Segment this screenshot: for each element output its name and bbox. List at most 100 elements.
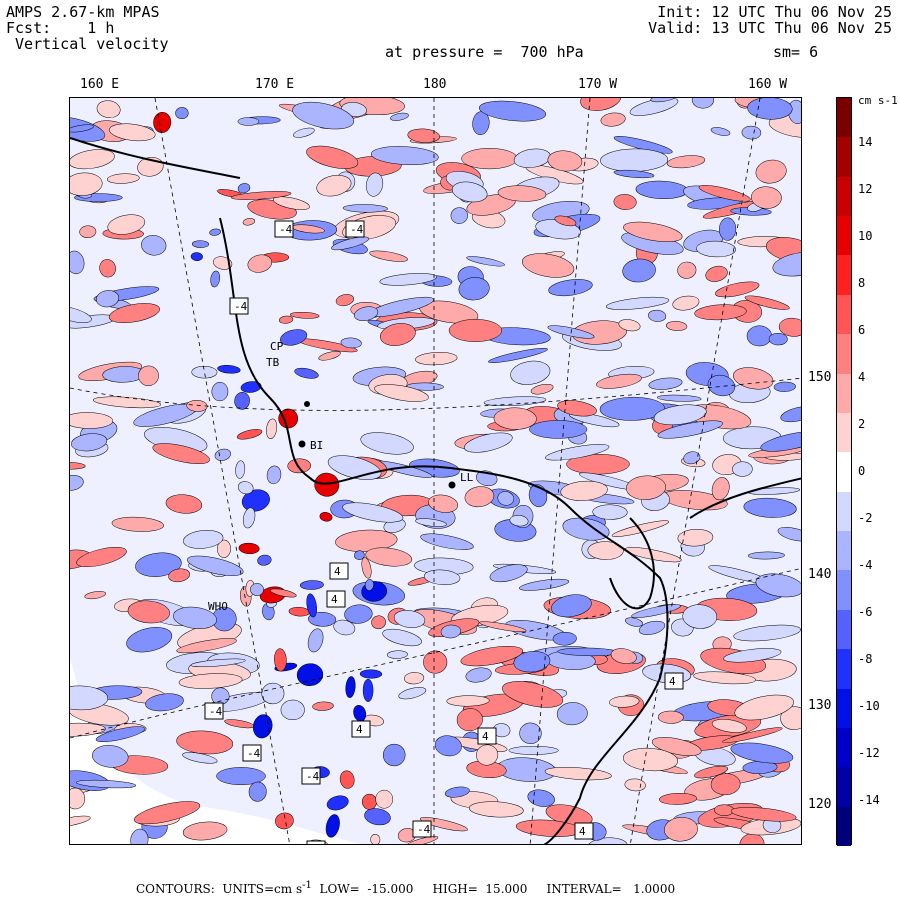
contour-label-text: 4 (356, 723, 363, 736)
velocity-field (70, 98, 801, 844)
velocity-contour (458, 277, 490, 301)
velocity-contour (508, 745, 559, 755)
velocity-contour (393, 610, 426, 628)
coastline (70, 137, 801, 844)
velocity-contour (379, 273, 437, 286)
velocity-contour (730, 807, 797, 822)
coast-inlet (609, 517, 655, 610)
velocity-contour (359, 669, 383, 679)
velocity-contour (95, 726, 146, 743)
contour-label-text: -4 (234, 300, 248, 313)
colorbar-tick-label: -6 (858, 605, 873, 620)
colorbar-tick-label: 2 (858, 416, 866, 431)
velocity-contour (235, 460, 246, 479)
velocity-contour (554, 215, 577, 227)
colorbar-tick-label: -8 (858, 652, 873, 667)
velocity-contour (70, 685, 109, 711)
contour-label-box (345, 220, 365, 238)
velocity-contour (76, 546, 127, 568)
velocity-contour (592, 504, 628, 520)
velocity-contour (556, 702, 588, 726)
velocity-contour (280, 699, 305, 721)
velocity-contour (651, 737, 702, 756)
velocity-contour (240, 381, 262, 393)
velocity-contour (415, 352, 458, 366)
velocity-contour (528, 484, 548, 508)
meridian-160w (629, 98, 761, 844)
velocity-contour (587, 837, 628, 844)
velocity-contour (502, 681, 564, 708)
velocity-contour (111, 516, 164, 532)
velocity-contour (719, 217, 737, 241)
velocity-contour (747, 551, 785, 560)
contour-label-text: -4 (279, 223, 293, 236)
velocity-contour (289, 311, 320, 319)
velocity-contour (398, 687, 427, 700)
velocity-contour (682, 604, 718, 629)
velocity-contour (371, 615, 386, 630)
vertical-velocity-map[interactable]: CP TB BI LL WHO -4 -4 -4 -4 -4 4 4 4 4 4 4 -4 -4 -4 (69, 97, 802, 845)
velocity-contour (600, 112, 626, 127)
velocity-contour (420, 533, 474, 550)
velocity-contour (510, 360, 551, 385)
velocity-contour (625, 617, 643, 627)
velocity-contour (596, 373, 642, 389)
contour-label-text: 4 (331, 593, 338, 606)
velocity-contour (187, 555, 244, 576)
smoothing-value: sm= 6 (773, 43, 819, 61)
meridian-170w (529, 98, 591, 844)
velocity-contour (374, 384, 429, 402)
velocity-contour (134, 801, 201, 825)
contour-label-text: -4 (417, 823, 431, 836)
colorbar-segment (837, 491, 851, 532)
velocity-contour (326, 795, 349, 811)
velocity-contour (710, 127, 731, 136)
velocity-contour (746, 325, 772, 347)
colorbar-segment (837, 531, 851, 571)
velocity-contour (312, 701, 334, 711)
velocity-contour (710, 773, 741, 796)
velocity-contour (231, 191, 292, 200)
velocity-contour (345, 676, 356, 698)
velocity-contour (446, 695, 490, 707)
velocity-contour (70, 462, 86, 470)
header-right: Init: 12 UTC Thu 06 Nov 25 Valid: 13 UTC… (648, 4, 892, 36)
velocity-contour (361, 557, 372, 579)
velocity-contour (70, 124, 94, 133)
velocity-contour (755, 573, 801, 598)
colorbar-tick-label: 6 (858, 322, 866, 337)
contour-label-text: 4 (669, 675, 676, 688)
velocity-contour (316, 175, 352, 197)
velocity-contour (672, 295, 700, 311)
velocity-contour (476, 744, 499, 766)
velocity-contour (755, 159, 787, 184)
velocity-contour (705, 265, 728, 282)
lon-label-180: 180 (423, 77, 447, 92)
velocity-contour (653, 404, 707, 426)
contour-label-box (351, 720, 371, 738)
contour-label-box (477, 727, 497, 745)
velocity-contour (423, 569, 461, 585)
contour-label-box (329, 562, 349, 580)
velocity-contour (274, 648, 287, 672)
velocity-contour (209, 228, 221, 236)
velocity-contour (292, 101, 355, 130)
velocity-contour (237, 183, 251, 194)
velocity-contour (152, 443, 210, 464)
velocity-contour (723, 648, 782, 663)
velocity-contour (70, 815, 91, 827)
contour-label-box (306, 840, 326, 844)
velocity-contour (278, 315, 294, 324)
velocity-contour (451, 181, 488, 203)
velocity-contour (168, 568, 190, 583)
velocity-contour (237, 117, 260, 126)
velocity-contour (361, 793, 377, 810)
velocity-contour (428, 494, 459, 513)
velocity-contour (362, 678, 374, 702)
velocity-contour (241, 489, 270, 512)
velocity-contour (711, 719, 747, 733)
velocity-contour (464, 486, 495, 508)
velocity-contour (657, 420, 723, 439)
velocity-contour (407, 128, 440, 143)
velocity-contour (237, 481, 254, 495)
